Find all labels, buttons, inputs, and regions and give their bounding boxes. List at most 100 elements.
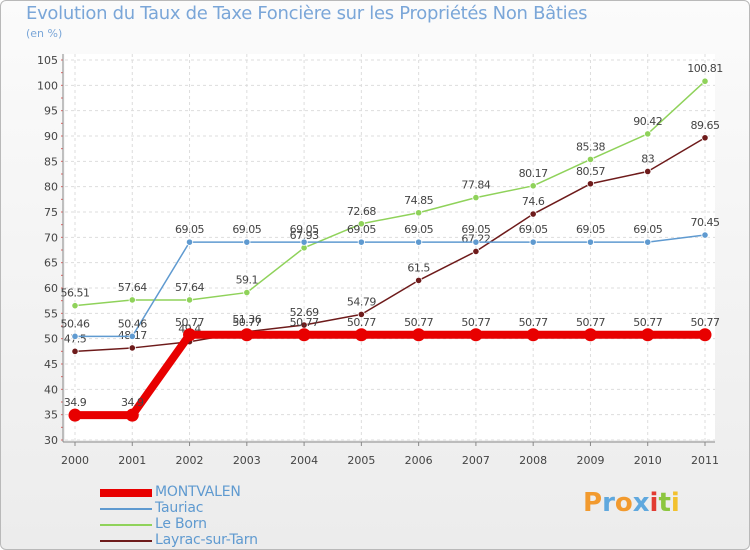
data-point-montvalen (583, 328, 597, 342)
data-label-montvalen: 50.77 (232, 316, 261, 329)
data-label-tauriac: 69.05 (347, 223, 376, 236)
x-tick-label: 2010 (634, 454, 662, 467)
data-point-le-born (243, 288, 251, 297)
y-tick-label: 65 (44, 257, 58, 270)
x-tick-label: 2001 (118, 454, 146, 467)
data-point-tauriac (300, 238, 308, 246)
data-label-montvalen: 50.77 (519, 316, 548, 329)
data-point-le-born (185, 296, 194, 304)
plot-area (65, 54, 715, 440)
x-tick-label: 2007 (462, 454, 490, 467)
data-label-le-born: 59.1 (236, 274, 259, 287)
data-point-montvalen (469, 328, 483, 342)
data-label-le-born: 90.42 (633, 115, 662, 128)
data-point-le-born (472, 194, 480, 202)
data-label-tauriac: 69.05 (461, 223, 490, 236)
data-point-montvalen (698, 328, 712, 342)
data-point-tauriac (701, 231, 709, 239)
data-point-montvalen (526, 328, 540, 342)
data-point-le-born (701, 77, 709, 85)
data-label-layrac-sur-tarn: 61.5 (407, 261, 430, 274)
y-tick-label: 55 (44, 307, 58, 320)
data-point-layrac-sur-tarn (701, 134, 709, 142)
data-label-le-born: 57.64 (118, 281, 147, 294)
y-tick-label: 95 (44, 105, 58, 118)
data-label-tauriac: 69.05 (175, 223, 204, 236)
data-point-le-born (357, 220, 365, 228)
data-label-montvalen: 34.9 (64, 396, 87, 409)
data-label-montvalen: 50.77 (576, 316, 605, 329)
logo-letter: r (602, 488, 615, 518)
legend-swatch-layrac-sur-tarn (100, 540, 152, 542)
data-label-layrac-sur-tarn: 51.36 (232, 313, 261, 326)
data-label-tauriac: 69.05 (232, 223, 261, 236)
data-point-tauriac (529, 238, 537, 246)
x-tick-label: 2009 (576, 454, 604, 467)
data-label-le-born: 67.93 (290, 229, 319, 242)
data-label-le-born: 77.84 (461, 179, 490, 192)
data-label-tauriac: 69.05 (576, 223, 605, 236)
data-point-layrac-sur-tarn (300, 321, 308, 329)
data-point-montvalen (68, 408, 82, 422)
logo-letter: i (649, 488, 659, 518)
data-point-montvalen (412, 328, 426, 342)
x-tick-label: 2005 (347, 454, 375, 467)
y-tick-label: 100 (37, 79, 58, 92)
data-label-layrac-sur-tarn: 54.79 (347, 295, 376, 308)
data-label-layrac-sur-tarn: 74.6 (522, 195, 545, 208)
data-point-montvalen (240, 328, 254, 342)
data-point-layrac-sur-tarn (415, 276, 423, 284)
data-point-tauriac (185, 238, 194, 246)
data-label-layrac-sur-tarn: 83 (641, 152, 654, 165)
data-point-tauriac (71, 332, 79, 340)
x-tick-label: 2003 (233, 454, 261, 467)
x-tick-label: 2011 (691, 454, 719, 467)
legend-swatch-le-born (100, 524, 152, 526)
y-tick-label: 85 (44, 155, 58, 168)
data-point-tauriac (472, 238, 480, 246)
x-tick-label: 2000 (61, 454, 89, 467)
data-label-le-born: 85.38 (576, 140, 605, 153)
legend-label-layrac-sur-tarn: Layrac-sur-Tarn (155, 532, 258, 548)
logo-letter: P (583, 488, 603, 518)
logo-letter: i (670, 488, 680, 518)
data-point-montvalen (297, 328, 311, 342)
data-point-montvalen (354, 328, 368, 342)
y-tick-label: 75 (44, 206, 58, 219)
series-line-montvalen (75, 330, 705, 420)
data-label-le-born: 72.68 (347, 205, 376, 218)
data-point-le-born (644, 130, 652, 138)
chart-title: Evolution du Taux de Taxe Foncière sur l… (26, 3, 588, 24)
legend-swatch-montvalen (100, 489, 152, 497)
logo-letter: o (614, 488, 633, 518)
legend-swatch-tauriac (100, 508, 152, 510)
data-point-le-born (71, 302, 79, 310)
logo-letter: x (632, 488, 650, 518)
data-label-montvalen: 50.77 (633, 316, 662, 329)
data-label-tauriac: 50.46 (61, 317, 90, 330)
data-point-le-born (586, 155, 595, 164)
data-label-tauriac: 69.05 (519, 223, 548, 236)
legend-label-montvalen: MONTVALEN (155, 484, 241, 500)
data-label-le-born: 100.81 (687, 62, 723, 75)
data-point-layrac-sur-tarn (586, 180, 595, 188)
data-label-le-born: 56.51 (61, 287, 90, 300)
data-label-le-born: 74.85 (404, 194, 433, 207)
y-tick-label: 40 (44, 383, 58, 396)
data-label-layrac-sur-tarn: 80.57 (576, 165, 605, 178)
data-point-tauriac (644, 238, 652, 246)
data-point-tauriac (243, 238, 251, 246)
data-label-montvalen: 50.77 (347, 316, 376, 329)
data-point-le-born (415, 209, 423, 217)
data-label-montvalen: 50.77 (175, 316, 204, 329)
y-tick-label: 105 (37, 54, 58, 67)
data-point-layrac-sur-tarn (357, 310, 365, 318)
legend-label-tauriac: Tauriac (155, 500, 204, 516)
y-tick-label: 30 (44, 434, 58, 447)
legend-label-le-born: Le Born (155, 516, 207, 532)
logo-letter: t (658, 488, 671, 518)
data-label-montvalen: 50.77 (290, 316, 319, 329)
data-point-layrac-sur-tarn (529, 210, 537, 218)
chart-unit-label: (en %) (26, 27, 63, 40)
